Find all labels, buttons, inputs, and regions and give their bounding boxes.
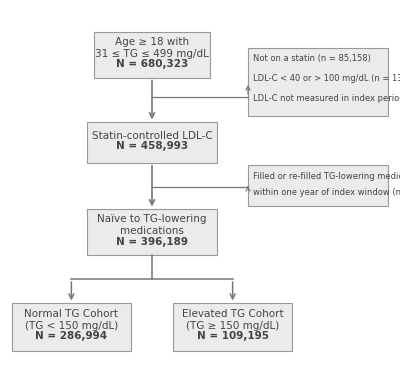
Text: N = 286,994: N = 286,994: [35, 331, 108, 341]
FancyBboxPatch shape: [248, 165, 388, 206]
Text: (TG < 150 mg/dL): (TG < 150 mg/dL): [25, 321, 118, 331]
Text: Filled or re-filled TG-lowering medications: Filled or re-filled TG-lowering medicati…: [253, 172, 400, 181]
Text: N = 109,195: N = 109,195: [197, 331, 269, 341]
FancyBboxPatch shape: [87, 209, 217, 255]
Text: N = 458,993: N = 458,993: [116, 141, 188, 151]
Text: LDL-C not measured in index period (n = 1,125): LDL-C not measured in index period (n = …: [253, 94, 400, 103]
Text: N = 396,189: N = 396,189: [116, 236, 188, 247]
Text: Not on a statin (n = 85,158): Not on a statin (n = 85,158): [253, 54, 370, 63]
FancyBboxPatch shape: [87, 122, 217, 163]
Text: Naïve to TG-lowering: Naïve to TG-lowering: [97, 214, 207, 224]
Text: Statin-controlled LDL-C: Statin-controlled LDL-C: [92, 131, 212, 141]
Text: Elevated TG Cohort: Elevated TG Cohort: [182, 309, 284, 319]
FancyBboxPatch shape: [248, 48, 388, 116]
Text: Normal TG Cohort: Normal TG Cohort: [24, 309, 118, 319]
Text: (TG ≥ 150 mg/dL): (TG ≥ 150 mg/dL): [186, 321, 279, 331]
Text: 31 ≤ TG ≤ 499 mg/dL: 31 ≤ TG ≤ 499 mg/dL: [95, 49, 209, 59]
Text: N = 680,323: N = 680,323: [116, 59, 188, 69]
Text: within one year of index window (n = 62,804): within one year of index window (n = 62,…: [253, 187, 400, 197]
FancyBboxPatch shape: [12, 303, 131, 351]
Text: medications: medications: [120, 226, 184, 236]
FancyBboxPatch shape: [94, 32, 210, 78]
Text: Age ≥ 18 with: Age ≥ 18 with: [115, 37, 189, 47]
FancyBboxPatch shape: [173, 303, 292, 351]
Text: LDL-C < 40 or > 100 mg/dL (n = 135,047): LDL-C < 40 or > 100 mg/dL (n = 135,047): [253, 74, 400, 83]
